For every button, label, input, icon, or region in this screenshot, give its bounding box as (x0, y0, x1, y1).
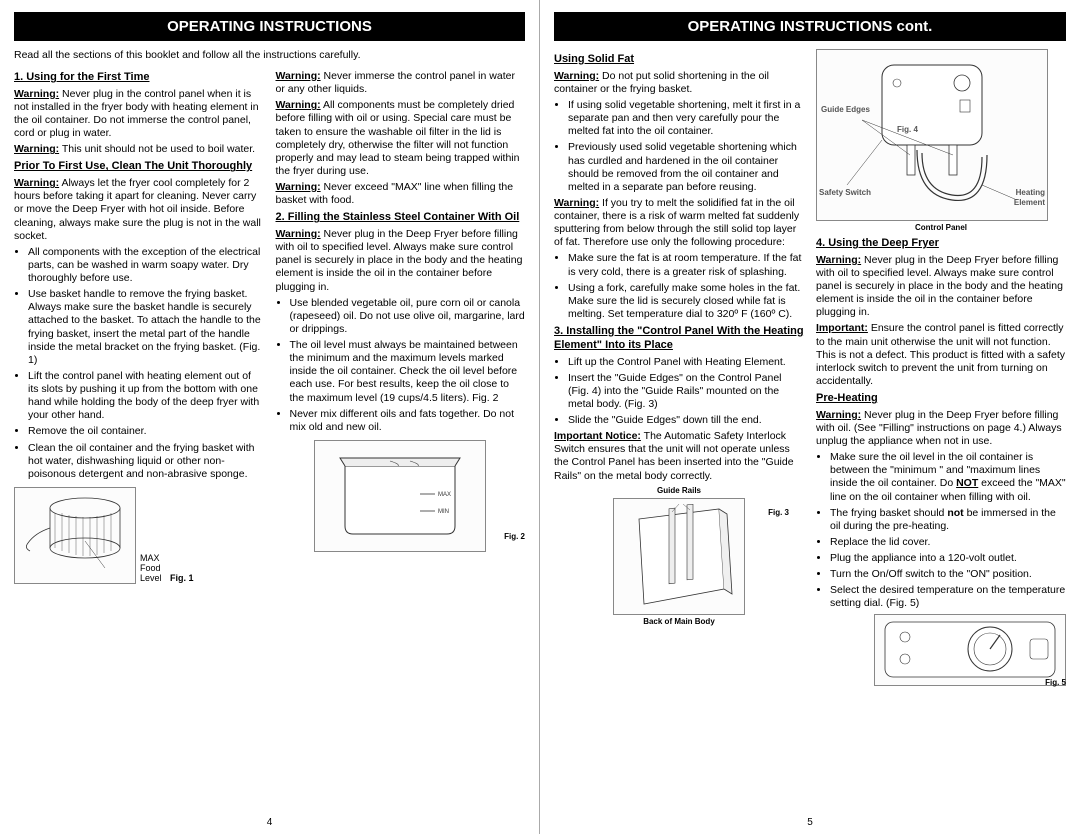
list-item: Use blended vegetable oil, pure corn oil… (290, 297, 526, 336)
warning-label: Warning: (816, 409, 861, 421)
important-label: Important: (816, 322, 868, 334)
oil-list: Use blended vegetable oil, pure corn oil… (276, 297, 526, 434)
list-item: Lift up the Control Panel with Heating E… (568, 356, 804, 369)
list-item: Lift the control panel with heating elem… (28, 370, 264, 423)
list-item: The frying basket should not be immersed… (830, 507, 1066, 533)
list-item: Make sure the oil level in the oil conta… (830, 451, 1066, 504)
warning-label: Warning: (816, 254, 861, 266)
list-item: Use basket handle to remove the frying b… (28, 288, 264, 367)
figure-3 (613, 498, 745, 615)
figure-2: MAX MIN (314, 440, 486, 552)
heading-first-time: 1. Using for the First Time (14, 71, 264, 85)
list-item: Using a fork, carefully make some holes … (568, 282, 804, 321)
important-label: Important Notice: (554, 430, 641, 442)
left-header: OPERATING INSTRUCTIONS (14, 12, 525, 41)
heading-filling-oil: 2. Filling the Stainless Steel Container… (276, 211, 526, 225)
list-item: Never mix different oils and fats togeth… (290, 408, 526, 434)
page-left: OPERATING INSTRUCTIONS Read all the sect… (0, 0, 540, 834)
left-col2: Warning: Never immerse the control panel… (276, 67, 526, 584)
figure-5 (874, 614, 1066, 686)
warning-label: Warning: (276, 70, 321, 82)
fig3-label: Fig. 3 (768, 508, 789, 518)
preheat-list: Make sure the oil level in the oil conta… (816, 451, 1066, 610)
svg-text:MIN: MIN (438, 509, 449, 515)
warning-label: Warning: (14, 88, 59, 100)
warning-label: Warning: (276, 181, 321, 193)
list-item: The oil level must always be maintained … (290, 339, 526, 405)
figure-4: Guide Edges Fig. 4 Safety Switch Heating… (816, 49, 1048, 221)
list-item: Replace the lid cover. (830, 536, 1066, 549)
solidfat-list: If using solid vegetable shortening, mel… (554, 99, 804, 194)
list-item: Remove the oil container. (28, 425, 264, 438)
list-item: Previously used solid vegetable shorteni… (568, 141, 804, 194)
install-list: Lift up the Control Panel with Heating E… (554, 356, 804, 428)
heading-installing: 3. Installing the "Control Panel With th… (554, 325, 804, 353)
page-right: OPERATING INSTRUCTIONS cont. Using Solid… (540, 0, 1080, 834)
page-number-left: 4 (267, 817, 273, 828)
fig4-caption: Control Panel (816, 223, 1066, 233)
warning-label: Warning: (276, 228, 321, 240)
list-item: Insert the "Guide Edges" on the Control … (568, 372, 804, 411)
list-item: Plug the appliance into a 120-volt outle… (830, 552, 1066, 565)
right-col1: Using Solid Fat Warning: Do not put soli… (554, 49, 804, 686)
fig1-caption: MAX Food Level Fig. 1 (140, 554, 194, 584)
heading-prior-use: Prior To First Use, Clean The Unit Thoro… (14, 160, 264, 174)
list-item: Clean the oil container and the frying b… (28, 442, 264, 481)
svg-text:MAX: MAX (438, 492, 451, 498)
intro-text: Read all the sections of this booklet an… (14, 49, 525, 61)
list-item: Slide the "Guide Edges" down till the en… (568, 414, 804, 427)
fig5-label: Fig. 5 (1045, 678, 1066, 688)
right-header: OPERATING INSTRUCTIONS cont. (554, 12, 1066, 41)
procedure-list: Make sure the fat is at room temperature… (554, 252, 804, 321)
list-item: Make sure the fat is at room temperature… (568, 252, 804, 278)
warning-label: Warning: (276, 99, 321, 111)
list-item: Select the desired temperature on the te… (830, 584, 1066, 610)
list-item: If using solid vegetable shortening, mel… (568, 99, 804, 138)
left-col1: 1. Using for the First Time Warning: Nev… (14, 67, 264, 584)
document-spread: OPERATING INSTRUCTIONS Read all the sect… (0, 0, 1080, 834)
warning-label: Warning: (554, 70, 599, 82)
page-number-right: 5 (807, 817, 813, 828)
warning-label: Warning: (14, 177, 59, 189)
warning-label: Warning: (14, 143, 59, 155)
cleaning-list: All components with the exception of the… (14, 246, 264, 481)
warning-label: Warning: (554, 197, 599, 209)
list-item: All components with the exception of the… (28, 246, 264, 285)
fig3-bottom-label: Back of Main Body (554, 617, 804, 627)
right-col2: Guide Edges Fig. 4 Safety Switch Heating… (816, 49, 1066, 686)
figure-1 (14, 487, 136, 584)
warn-text: This unit should not be used to boil wat… (62, 143, 255, 155)
fig3-top-label: Guide Rails (554, 486, 804, 496)
heading-solid-fat: Using Solid Fat (554, 53, 804, 67)
heading-using-fryer: 4. Using the Deep Fryer (816, 237, 1066, 251)
list-item: Turn the On/Off switch to the "ON" posit… (830, 568, 1066, 581)
fig2-label: Fig. 2 (504, 532, 525, 542)
heading-preheating: Pre-Heating (816, 392, 1066, 406)
